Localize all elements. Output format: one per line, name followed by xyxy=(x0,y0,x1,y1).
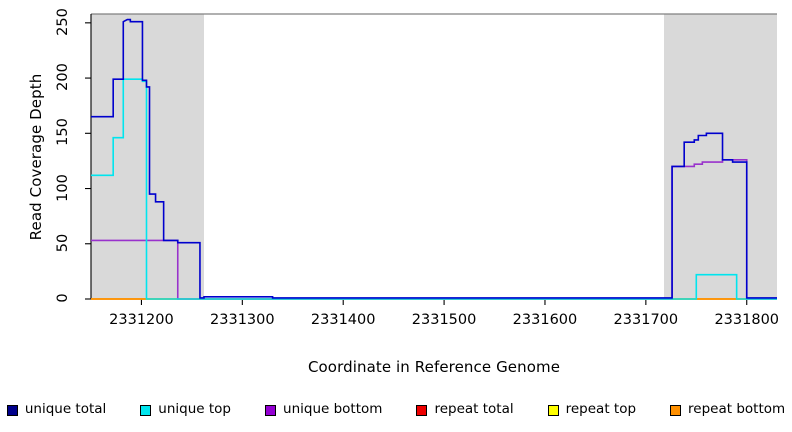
y-tick-label-150: 150 xyxy=(55,118,71,147)
y-tick-label-100: 100 xyxy=(55,173,71,202)
x-axis-title: Coordinate in Reference Genome xyxy=(307,358,561,376)
legend-label: repeat top xyxy=(565,401,637,418)
shaded-region-0 xyxy=(91,14,204,299)
legend-entry-unique-bottom: unique bottom xyxy=(265,403,382,417)
legend-label: repeat bottom xyxy=(688,401,786,418)
legend-entry-repeat-bottom: repeat bottom xyxy=(670,403,785,417)
legend-entry-unique-top: unique top xyxy=(140,403,231,417)
legend-swatch-icon-unique-total xyxy=(6,404,18,416)
shaded-regions-group xyxy=(91,14,777,299)
x-tick-label-2331700: 2331700 xyxy=(613,312,679,328)
y-tick-label-50: 50 xyxy=(55,233,71,252)
legend-label: unique total xyxy=(24,401,107,418)
legend-label: repeat total xyxy=(434,401,514,418)
y-tick-label-200: 200 xyxy=(55,63,71,91)
x-tick-label-2331500: 2331500 xyxy=(411,312,477,328)
legend-entry-repeat-top: repeat top xyxy=(547,401,637,418)
x-tick-label-2331300: 2331300 xyxy=(210,312,275,328)
x-tick-label-2331200: 2331200 xyxy=(109,312,174,328)
legend-entry-repeat-total: repeat total xyxy=(416,401,514,418)
legend-swatch-icon-repeat-bottom xyxy=(670,404,682,416)
series-unique-total xyxy=(91,18,777,299)
x-tick-label-2331600: 2331600 xyxy=(512,312,578,328)
tick-marks-group xyxy=(85,22,748,305)
legend-swatch-icon-unique-top xyxy=(140,404,152,416)
legend-label: unique bottom xyxy=(283,401,383,418)
legend-swatch-icon-repeat-top xyxy=(547,404,559,416)
y-tick-label-250: 250 xyxy=(55,7,71,36)
legend-swatch-icon-unique-bottom xyxy=(265,404,277,416)
legend-entry-unique-total: unique total xyxy=(6,401,107,418)
x-tick-label-2331400: 2331400 xyxy=(310,312,376,328)
shaded-region-1 xyxy=(664,14,777,299)
legend-swatch-icon-repeat-total xyxy=(416,404,428,416)
chart-legend: unique total unique top unique bottom repea… xyxy=(0,398,792,422)
legend-label: unique top xyxy=(158,401,232,418)
series-lines-group xyxy=(91,18,777,300)
y-axis-title: Read Coverage Depth xyxy=(27,73,45,241)
y-tick-label-0: 0 xyxy=(55,293,71,303)
x-tick-label-2331800: 2331800 xyxy=(714,312,780,328)
